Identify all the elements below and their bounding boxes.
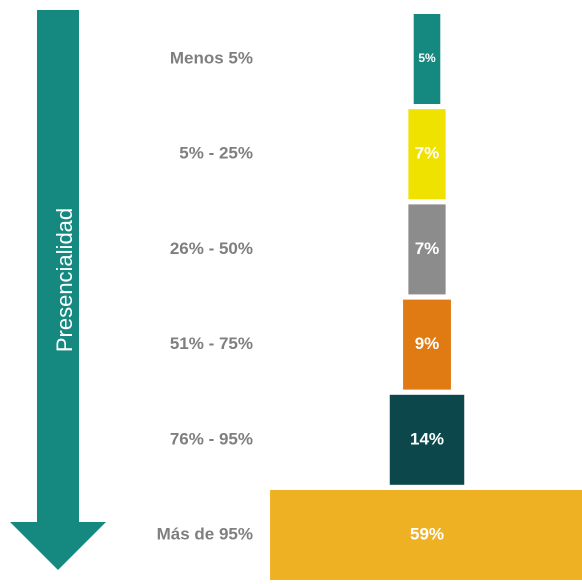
category-label: Menos 5% <box>170 48 253 67</box>
funnel-bar <box>408 109 446 200</box>
category-label: 76% - 95% <box>170 429 253 448</box>
value-label: 5% <box>418 51 436 65</box>
value-label: 14% <box>410 429 444 448</box>
value-label: 59% <box>410 524 444 543</box>
funnel-bar <box>403 299 451 390</box>
value-label: 7% <box>415 144 440 163</box>
value-label: 7% <box>415 239 440 258</box>
funnel-bar <box>270 490 582 580</box>
value-label: 9% <box>415 334 440 353</box>
axis-label: Presencialidad <box>52 208 77 352</box>
category-label: 26% - 50% <box>170 239 253 258</box>
direction-arrow <box>10 10 106 570</box>
funnel-bar <box>408 204 446 295</box>
funnel-bar <box>413 14 441 104</box>
category-label: 51% - 75% <box>170 334 253 353</box>
funnel-bar <box>389 394 465 485</box>
category-label: Más de 95% <box>157 524 253 543</box>
category-label: 5% - 25% <box>179 144 253 163</box>
